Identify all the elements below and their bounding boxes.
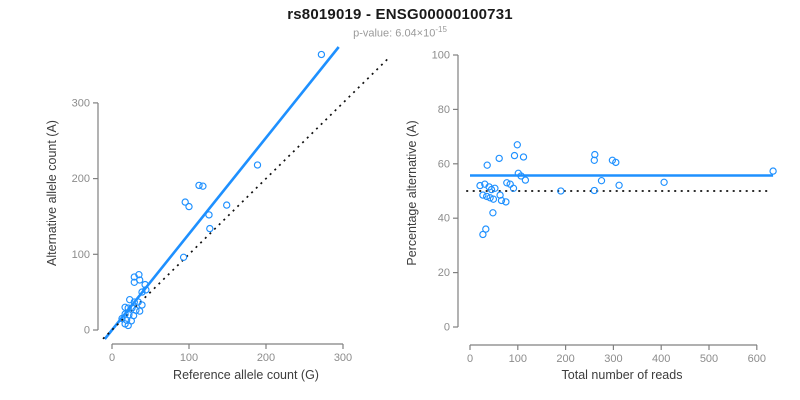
scatter-point	[130, 273, 138, 281]
x-axis-tick-label: 400	[652, 353, 670, 365]
scatter-point	[179, 253, 188, 261]
scatter-point	[205, 211, 213, 219]
scatter-point	[612, 158, 620, 167]
scatter-point	[590, 186, 598, 195]
scatter-point	[199, 182, 207, 190]
scatter-point	[479, 230, 487, 239]
x-axis-tick-label: 600	[748, 353, 766, 365]
scatter-point	[615, 181, 623, 189]
scatter-point	[491, 184, 499, 192]
y-axis-title: Alternative allele count (A)	[45, 120, 59, 266]
y-axis-tick-label: 80	[438, 104, 450, 116]
scatter-point	[142, 286, 150, 294]
scatter-point	[181, 198, 189, 206]
scatter-point	[497, 196, 506, 205]
scatter-point	[503, 179, 511, 187]
scatter-point	[660, 178, 668, 186]
y-axis-tick-label: 60	[438, 158, 450, 170]
scatter-point	[130, 278, 138, 286]
x-axis-title: Total number of reads	[562, 368, 683, 382]
scatter-point	[495, 154, 503, 163]
scatter-point	[141, 280, 149, 289]
x-axis-tick-label: 200	[257, 352, 275, 364]
x-axis-tick-label: 100	[180, 352, 198, 364]
scatter-point	[489, 209, 497, 217]
scatter-point	[486, 194, 494, 202]
x-axis-tick-label: 200	[556, 353, 574, 365]
scatter-point	[489, 195, 498, 203]
scatter-point	[130, 298, 138, 306]
scatter-point	[521, 176, 530, 184]
y-axis-tick-label: 40	[438, 213, 450, 225]
scatter-point	[476, 181, 484, 190]
scatter-point	[483, 161, 491, 169]
x-axis-tick-label: 300	[334, 352, 352, 364]
x-axis-tick-label: 300	[604, 353, 622, 365]
scatter-point	[206, 224, 214, 233]
scatter-point	[185, 202, 193, 211]
scatter-point	[479, 191, 487, 199]
y-axis-tick-label: 0	[444, 322, 450, 334]
y-axis-tick-label: 100	[432, 50, 450, 62]
x-axis-tick-label: 100	[509, 353, 527, 365]
scatter-point	[128, 304, 136, 312]
y-axis-title: Percentage alternative (A)	[405, 120, 419, 265]
scatter-point	[509, 184, 518, 192]
scatter-point	[483, 192, 491, 201]
scatter-point	[124, 321, 132, 330]
fit-line	[103, 46, 340, 340]
y-axis-tick-label: 0	[84, 325, 90, 337]
identity-line	[102, 56, 391, 340]
scatter-point	[513, 141, 521, 149]
scatter-point	[557, 187, 565, 195]
y-axis-tick-label: 100	[72, 249, 90, 261]
scatter-point	[590, 156, 598, 164]
x-axis-tick-label: 0	[109, 352, 115, 364]
scatter-point	[482, 225, 490, 233]
scatter-point	[487, 185, 496, 194]
scatter-point	[223, 201, 231, 209]
scatter-point	[502, 198, 510, 206]
scatter-point	[118, 314, 126, 323]
x-axis-tick-label: 500	[700, 353, 718, 365]
scatter-point	[597, 177, 606, 185]
scatter-point	[519, 153, 528, 161]
y-axis-tick-label: 20	[438, 267, 450, 279]
scatter-point	[138, 288, 146, 296]
scatter-point	[769, 167, 777, 175]
y-axis-tick-label: 200	[72, 173, 90, 185]
scatter-point	[136, 307, 144, 315]
x-axis-title: Reference allele count (G)	[173, 368, 319, 382]
scatter-point	[124, 304, 132, 312]
scatter-point	[121, 303, 129, 311]
scatter-point	[317, 50, 326, 59]
scatter-point	[138, 301, 146, 309]
x-axis-tick-label: 0	[467, 353, 473, 365]
y-axis-tick-label: 300	[72, 97, 90, 109]
scatter-point	[517, 172, 525, 180]
scatter-point	[510, 151, 519, 160]
scatter-point	[253, 161, 262, 169]
scatter-point	[195, 181, 203, 190]
